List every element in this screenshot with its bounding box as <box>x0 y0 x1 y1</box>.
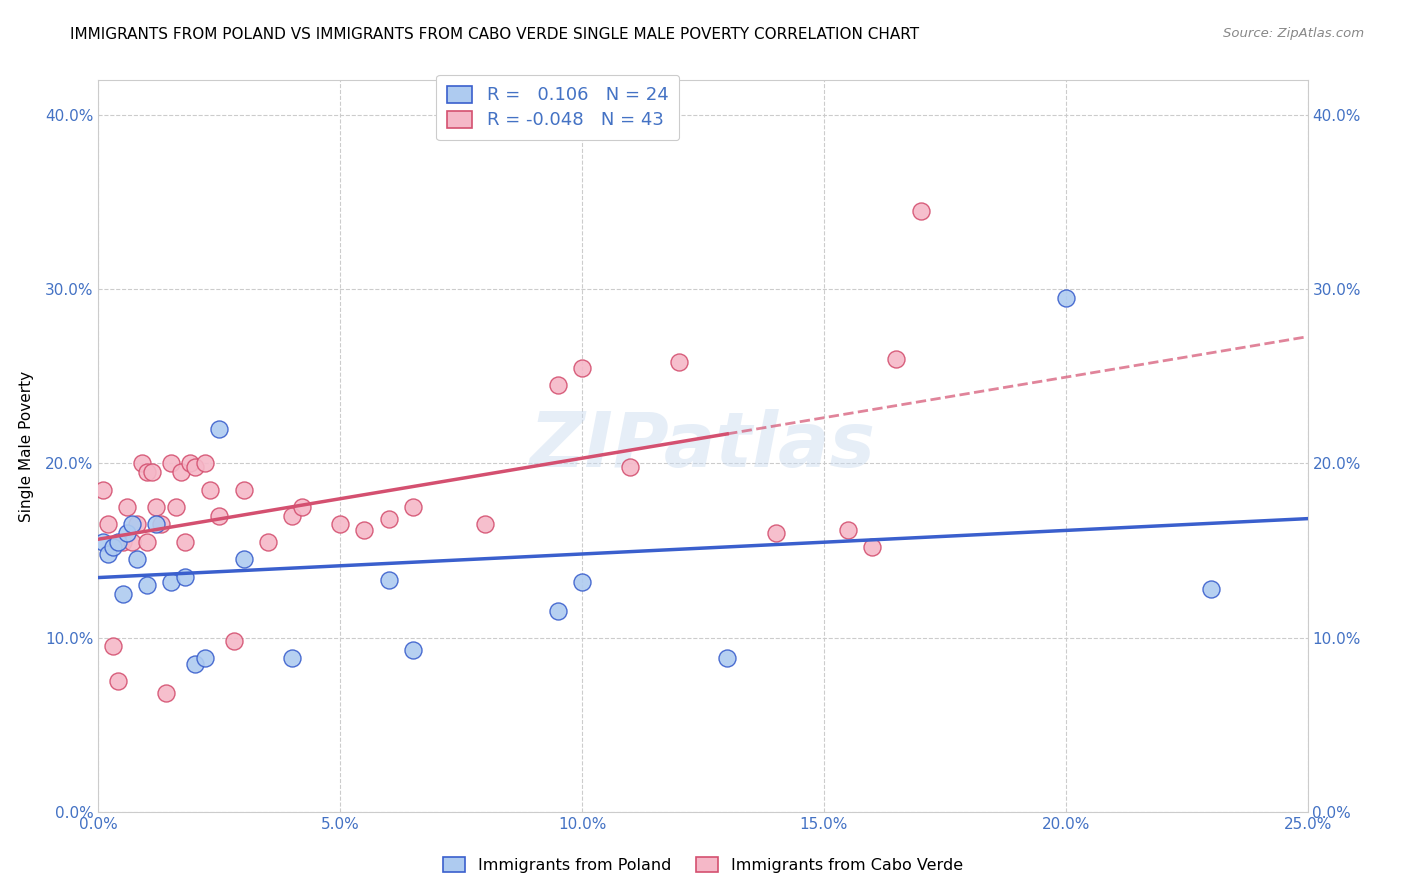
Point <box>547 378 569 392</box>
Point <box>135 465 157 479</box>
Point <box>860 540 883 554</box>
Point <box>290 500 312 514</box>
Point <box>194 457 217 471</box>
Point <box>837 523 859 537</box>
Point <box>127 517 149 532</box>
Point <box>184 459 207 474</box>
Point <box>208 508 231 523</box>
Point <box>101 640 124 654</box>
Text: ZIPatlas: ZIPatlas <box>530 409 876 483</box>
Point <box>174 569 197 583</box>
Point <box>127 552 149 566</box>
Point <box>117 526 139 541</box>
Point <box>121 517 143 532</box>
Point <box>402 500 425 514</box>
Point <box>160 574 183 589</box>
Point <box>179 457 201 471</box>
Point <box>91 534 114 549</box>
Point <box>256 534 278 549</box>
Point <box>97 547 120 561</box>
Point <box>135 578 157 592</box>
Point <box>145 517 167 532</box>
Point <box>111 534 134 549</box>
Text: IMMIGRANTS FROM POLAND VS IMMIGRANTS FROM CABO VERDE SINGLE MALE POVERTY CORRELA: IMMIGRANTS FROM POLAND VS IMMIGRANTS FRO… <box>70 27 920 42</box>
Point <box>184 657 207 671</box>
Point <box>121 534 143 549</box>
Point <box>716 651 738 665</box>
Point <box>1199 582 1222 596</box>
Point <box>111 587 134 601</box>
Point <box>208 421 231 435</box>
Point <box>198 483 221 497</box>
Point <box>353 523 375 537</box>
Point <box>474 517 496 532</box>
Point <box>377 573 399 587</box>
Point <box>281 508 304 523</box>
Point <box>910 203 932 218</box>
Point <box>402 642 425 657</box>
Point <box>135 534 157 549</box>
Point <box>571 574 593 589</box>
Point <box>765 526 787 541</box>
Point <box>145 500 167 514</box>
Text: Source: ZipAtlas.com: Source: ZipAtlas.com <box>1223 27 1364 40</box>
Point <box>571 360 593 375</box>
Point <box>329 517 352 532</box>
Point <box>169 465 191 479</box>
Legend: R =   0.106   N = 24, R = -0.048   N = 43: R = 0.106 N = 24, R = -0.048 N = 43 <box>436 75 679 140</box>
Point <box>174 534 197 549</box>
Point <box>668 355 690 369</box>
Point <box>619 459 641 474</box>
Point <box>107 674 129 689</box>
Point <box>101 540 124 554</box>
Legend: Immigrants from Poland, Immigrants from Cabo Verde: Immigrants from Poland, Immigrants from … <box>437 851 969 880</box>
Point <box>377 512 399 526</box>
Point <box>281 651 304 665</box>
Point <box>131 457 153 471</box>
Point <box>165 500 187 514</box>
Point <box>160 457 183 471</box>
Point <box>194 651 217 665</box>
Point <box>155 686 177 700</box>
Point <box>117 500 139 514</box>
Point <box>141 465 163 479</box>
Point <box>150 517 173 532</box>
Point <box>222 634 245 648</box>
Y-axis label: Single Male Poverty: Single Male Poverty <box>18 370 34 522</box>
Point <box>97 517 120 532</box>
Point <box>232 483 254 497</box>
Point <box>232 552 254 566</box>
Point <box>886 351 908 366</box>
Point <box>107 534 129 549</box>
Point <box>1054 291 1077 305</box>
Point <box>547 604 569 618</box>
Point <box>91 483 114 497</box>
